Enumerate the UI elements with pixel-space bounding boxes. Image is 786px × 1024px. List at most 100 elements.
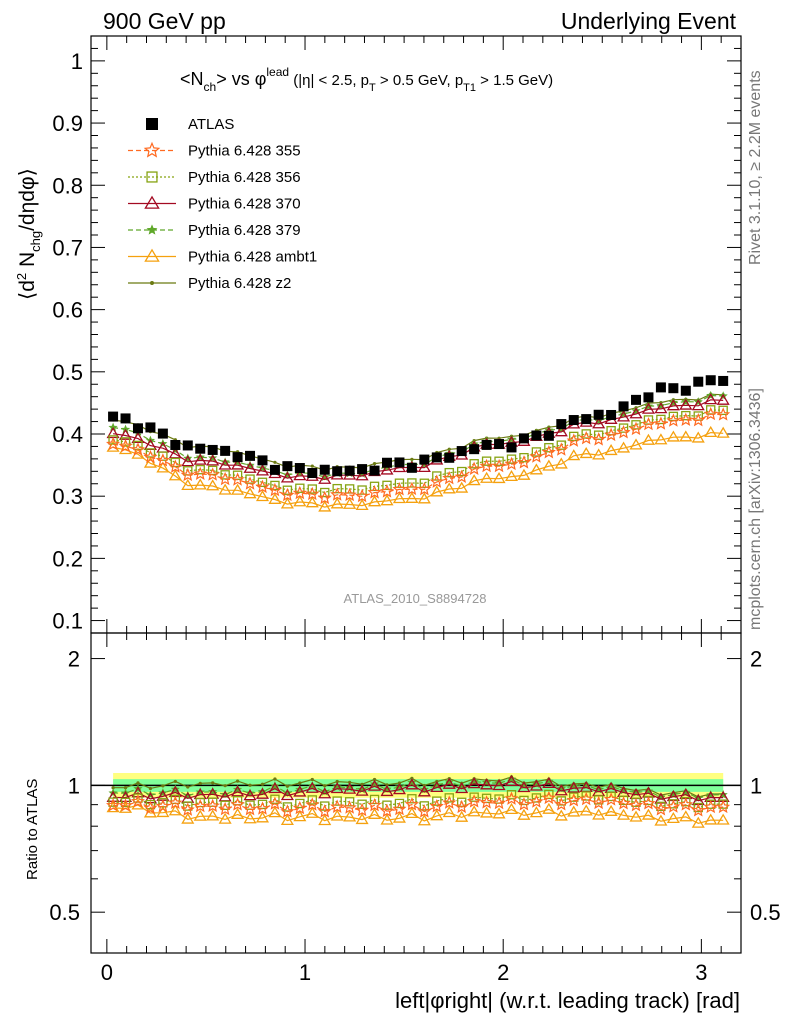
data-point xyxy=(481,456,492,466)
x-tick-label: 2 xyxy=(497,960,509,985)
data-point xyxy=(593,409,604,420)
ratio-point xyxy=(430,780,444,793)
ratio-point xyxy=(405,778,419,790)
ratio-point xyxy=(467,794,482,808)
data-point xyxy=(206,479,220,491)
data-point xyxy=(454,469,469,483)
ratio-point xyxy=(444,793,454,803)
header-left: 900 GeV pp xyxy=(103,8,226,34)
ratio-point xyxy=(307,795,317,805)
ratio-point xyxy=(255,801,270,815)
data-point xyxy=(392,482,407,496)
legend-marker xyxy=(143,141,161,158)
ratio-tick-label: 0.5 xyxy=(49,900,80,925)
ratio-point xyxy=(629,810,643,822)
series-line xyxy=(112,431,724,508)
data-point xyxy=(243,476,258,490)
ratio-point xyxy=(243,812,257,824)
ratio-point xyxy=(678,797,693,811)
ratio-point xyxy=(654,814,668,826)
ratio-point xyxy=(332,796,342,806)
ratio-point xyxy=(305,806,319,818)
ratio-point xyxy=(310,777,314,782)
data-point xyxy=(257,477,268,488)
data-point xyxy=(406,462,417,473)
ratio-series-p355 xyxy=(106,790,731,818)
data-point xyxy=(432,471,442,481)
data-point xyxy=(529,449,544,463)
ratio-point xyxy=(220,800,230,811)
ratio-point xyxy=(243,801,258,816)
ratio-tick-label-right: 1 xyxy=(750,773,762,798)
data-point xyxy=(270,480,280,491)
data-point xyxy=(156,461,170,473)
data-point xyxy=(168,469,182,481)
ratio-point xyxy=(344,797,355,807)
ratio-point xyxy=(567,805,581,817)
data-point xyxy=(591,432,606,446)
data-point xyxy=(106,436,121,451)
ratio-point xyxy=(305,781,319,793)
data-point xyxy=(481,439,492,450)
ratio-series-p356 xyxy=(108,789,728,813)
data-point xyxy=(566,433,581,447)
ratio-point xyxy=(280,789,294,801)
ratio-frame xyxy=(90,632,742,954)
legend-entry-z2: Pythia 6.428 z2 xyxy=(128,275,291,292)
ratio-point xyxy=(442,795,457,809)
y-tick-label: 1 xyxy=(71,49,83,74)
data-point xyxy=(641,416,656,431)
ratio-point xyxy=(653,802,669,816)
legend-marker xyxy=(144,195,160,209)
data-point xyxy=(218,483,232,495)
ratio-point xyxy=(298,781,302,785)
ratio-point xyxy=(368,779,382,791)
ratio-point xyxy=(392,801,407,816)
ratio-point xyxy=(348,780,352,784)
data-point xyxy=(320,487,330,498)
legend-marker xyxy=(150,281,154,285)
data-point xyxy=(195,443,206,454)
data-point xyxy=(519,452,529,463)
data-point xyxy=(631,394,642,405)
ratio-point xyxy=(541,790,556,805)
data-point xyxy=(379,484,395,498)
data-point xyxy=(417,492,431,504)
ratio-point xyxy=(666,811,680,824)
data-point xyxy=(181,478,195,491)
ratio-point xyxy=(517,808,531,820)
data-point xyxy=(455,481,469,493)
data-point xyxy=(516,455,531,469)
ratio-point xyxy=(330,809,344,821)
data-point xyxy=(280,497,294,509)
ratio-point xyxy=(604,804,618,816)
ratio-point xyxy=(432,796,442,806)
data-point xyxy=(419,454,430,465)
ratio-point xyxy=(542,802,556,814)
data-point xyxy=(666,430,680,442)
data-point xyxy=(168,459,183,473)
data-point xyxy=(282,461,293,472)
data-point xyxy=(394,457,405,468)
ratio-point xyxy=(691,816,705,828)
data-point xyxy=(267,482,283,497)
mcplots-label: mcplots.cern.ch [arXiv:1306.3436] xyxy=(747,388,764,630)
data-point xyxy=(257,455,268,466)
ratio-point xyxy=(566,793,581,807)
data-point xyxy=(145,448,156,458)
legend-entry-atlas: ATLAS xyxy=(146,116,234,133)
data-point xyxy=(579,430,594,445)
data-point xyxy=(567,449,581,461)
data-point xyxy=(654,433,668,445)
ratio-point xyxy=(193,798,208,813)
data-point xyxy=(542,459,556,471)
ratio-point xyxy=(529,794,544,808)
data-point xyxy=(231,483,245,495)
data-point xyxy=(456,446,467,457)
data-point xyxy=(405,491,419,503)
ratio-point xyxy=(455,782,469,794)
data-point xyxy=(108,411,119,422)
ratio-point xyxy=(504,791,519,805)
y-tick-label: 0.4 xyxy=(52,422,83,447)
ratio-point xyxy=(181,812,195,824)
